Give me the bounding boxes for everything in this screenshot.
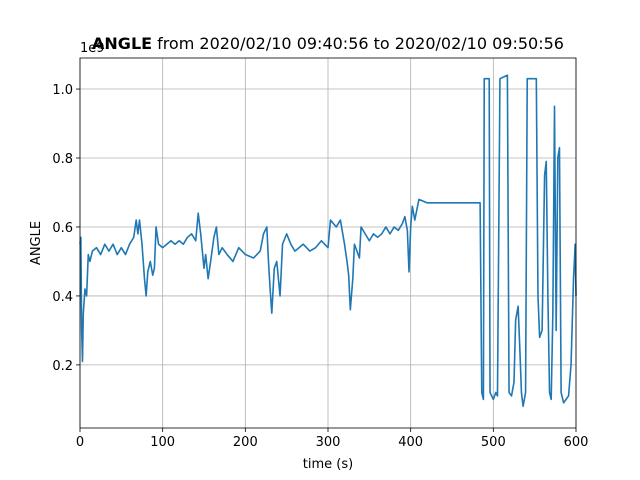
title-bold: ANGLE [92,34,152,53]
x-tick-label: 100 [150,435,175,450]
y-tick-label: 0.2 [52,359,73,374]
x-tick-label: 500 [481,435,506,450]
x-tick-label: 600 [564,435,589,450]
y-tick-label: 0.6 [52,221,73,236]
x-tick-label: 0 [76,435,84,450]
y-tick-label: 0.8 [52,152,73,167]
x-tick-label: 400 [398,435,423,450]
y-tick-label: 1.0 [52,83,73,98]
y-tick-label: 0.4 [52,290,73,305]
chart-title: ANGLE from 2020/02/10 09:40:56 to 2020/02… [92,34,564,53]
axes-frame [79,57,577,429]
y-offset-text: 1e9 [80,41,105,56]
data-line [79,74,577,408]
y-axis-label: ANGLE [29,221,44,265]
x-tick-label: 300 [316,435,341,450]
x-axis-label: time (s) [303,457,353,472]
x-tick-label: 200 [233,435,258,450]
title-rest: from 2020/02/10 09:40:56 to 2020/02/10 0… [157,34,564,53]
